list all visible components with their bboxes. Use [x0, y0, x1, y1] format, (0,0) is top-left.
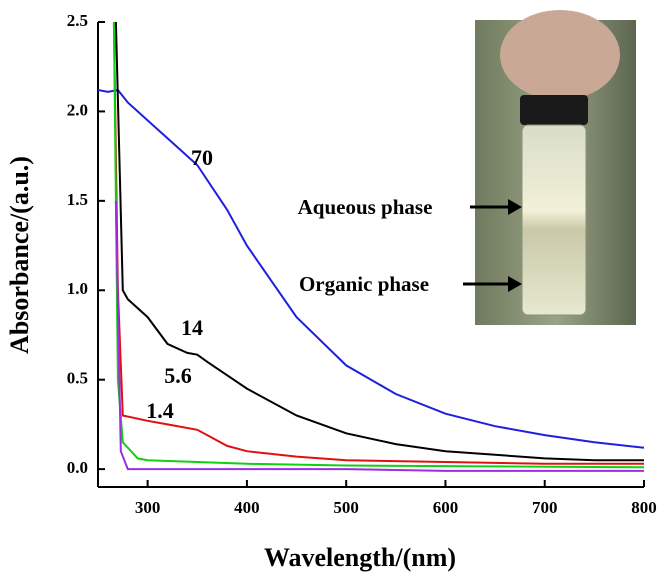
arrows [463, 199, 522, 292]
x-tick-label: 300 [135, 498, 161, 517]
series-label: 5.6 [164, 363, 192, 388]
y-axis-label: Absorbance/(a.u.) [5, 156, 34, 354]
y-tick-label: 1.5 [67, 190, 88, 209]
y-tick-label: 1.0 [67, 279, 88, 298]
y-tick-label: 0.0 [67, 458, 88, 477]
x-tick-label: 800 [631, 498, 657, 517]
spectrum-line [112, 22, 644, 465]
plot-area [98, 22, 644, 472]
annotation: Organic phase [299, 272, 429, 296]
spectrum-line [114, 22, 644, 462]
x-axis-label: Wavelength/(nm) [264, 543, 456, 572]
spectrum-line [98, 88, 644, 449]
x-tick-label: 600 [433, 498, 459, 517]
y-tick-label: 2.0 [67, 100, 88, 119]
series-label: 1.4 [146, 398, 174, 423]
y-tick-label: 0.5 [67, 369, 88, 388]
spectrum-line [114, 200, 644, 472]
x-tick-label: 500 [333, 498, 359, 517]
x-tick-label: 400 [234, 498, 260, 517]
y-tick-label: 2.5 [67, 11, 88, 30]
series-label: 14 [181, 315, 203, 340]
x-tick-label: 700 [532, 498, 558, 517]
annotation: Aqueous phase [298, 195, 433, 219]
series-label: 70 [191, 145, 213, 170]
inset-photo [475, 10, 636, 325]
